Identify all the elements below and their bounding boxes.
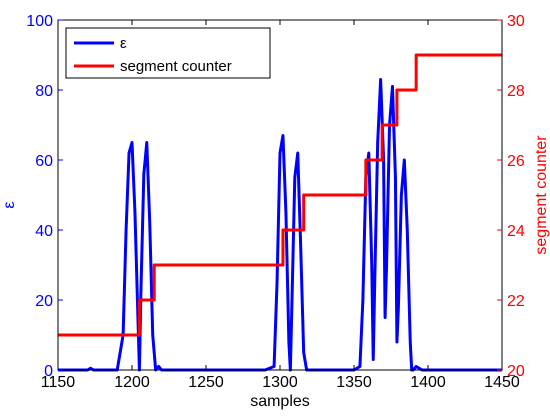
series-line-segment-counter (58, 53, 502, 337)
x-tick-label: 1200 (114, 374, 150, 391)
right-y-tick-label: 22 (507, 293, 525, 310)
right-y-tick-label: 26 (507, 153, 525, 170)
legend-label-segment-counter: segment counter (120, 58, 232, 75)
right-y-tick-label: 20 (507, 363, 525, 380)
x-tick-label: 1350 (336, 374, 372, 391)
labels-layer: samples ε segment counter (1, 135, 550, 410)
left-y-tick-label: 0 (44, 363, 53, 380)
left-y-axis-label: ε (1, 201, 18, 208)
left-y-tick-label: 60 (35, 153, 53, 170)
ticks-layer: 1150 1200 1250 1300 1350 1400 1450 0 20 40 60 80 100… (26, 13, 525, 391)
right-y-tick-label: 28 (507, 83, 525, 100)
x-tick-label: 1400 (410, 374, 446, 391)
x-axis-label: samples (250, 393, 310, 410)
x-tick-label: 1150 (41, 374, 76, 391)
right-y-axis-label: segment counter (533, 135, 550, 255)
left-y-tick-label: 20 (35, 293, 53, 310)
legend: ε segment counter (65, 27, 271, 79)
right-y-tick-label: 24 (507, 223, 525, 240)
x-tick-label: 1450 (484, 374, 520, 391)
series-layer (58, 53, 502, 372)
x-tick-label: 1300 (262, 374, 298, 391)
x-tick-label: 1250 (188, 374, 224, 391)
left-y-tick-label: 40 (35, 223, 53, 240)
left-y-tick-label: 100 (26, 13, 53, 30)
right-y-tick-label: 30 (507, 13, 525, 30)
left-y-tick-label: 80 (35, 83, 53, 100)
legend-box (65, 27, 271, 79)
legend-label-epsilon: ε (120, 35, 127, 52)
